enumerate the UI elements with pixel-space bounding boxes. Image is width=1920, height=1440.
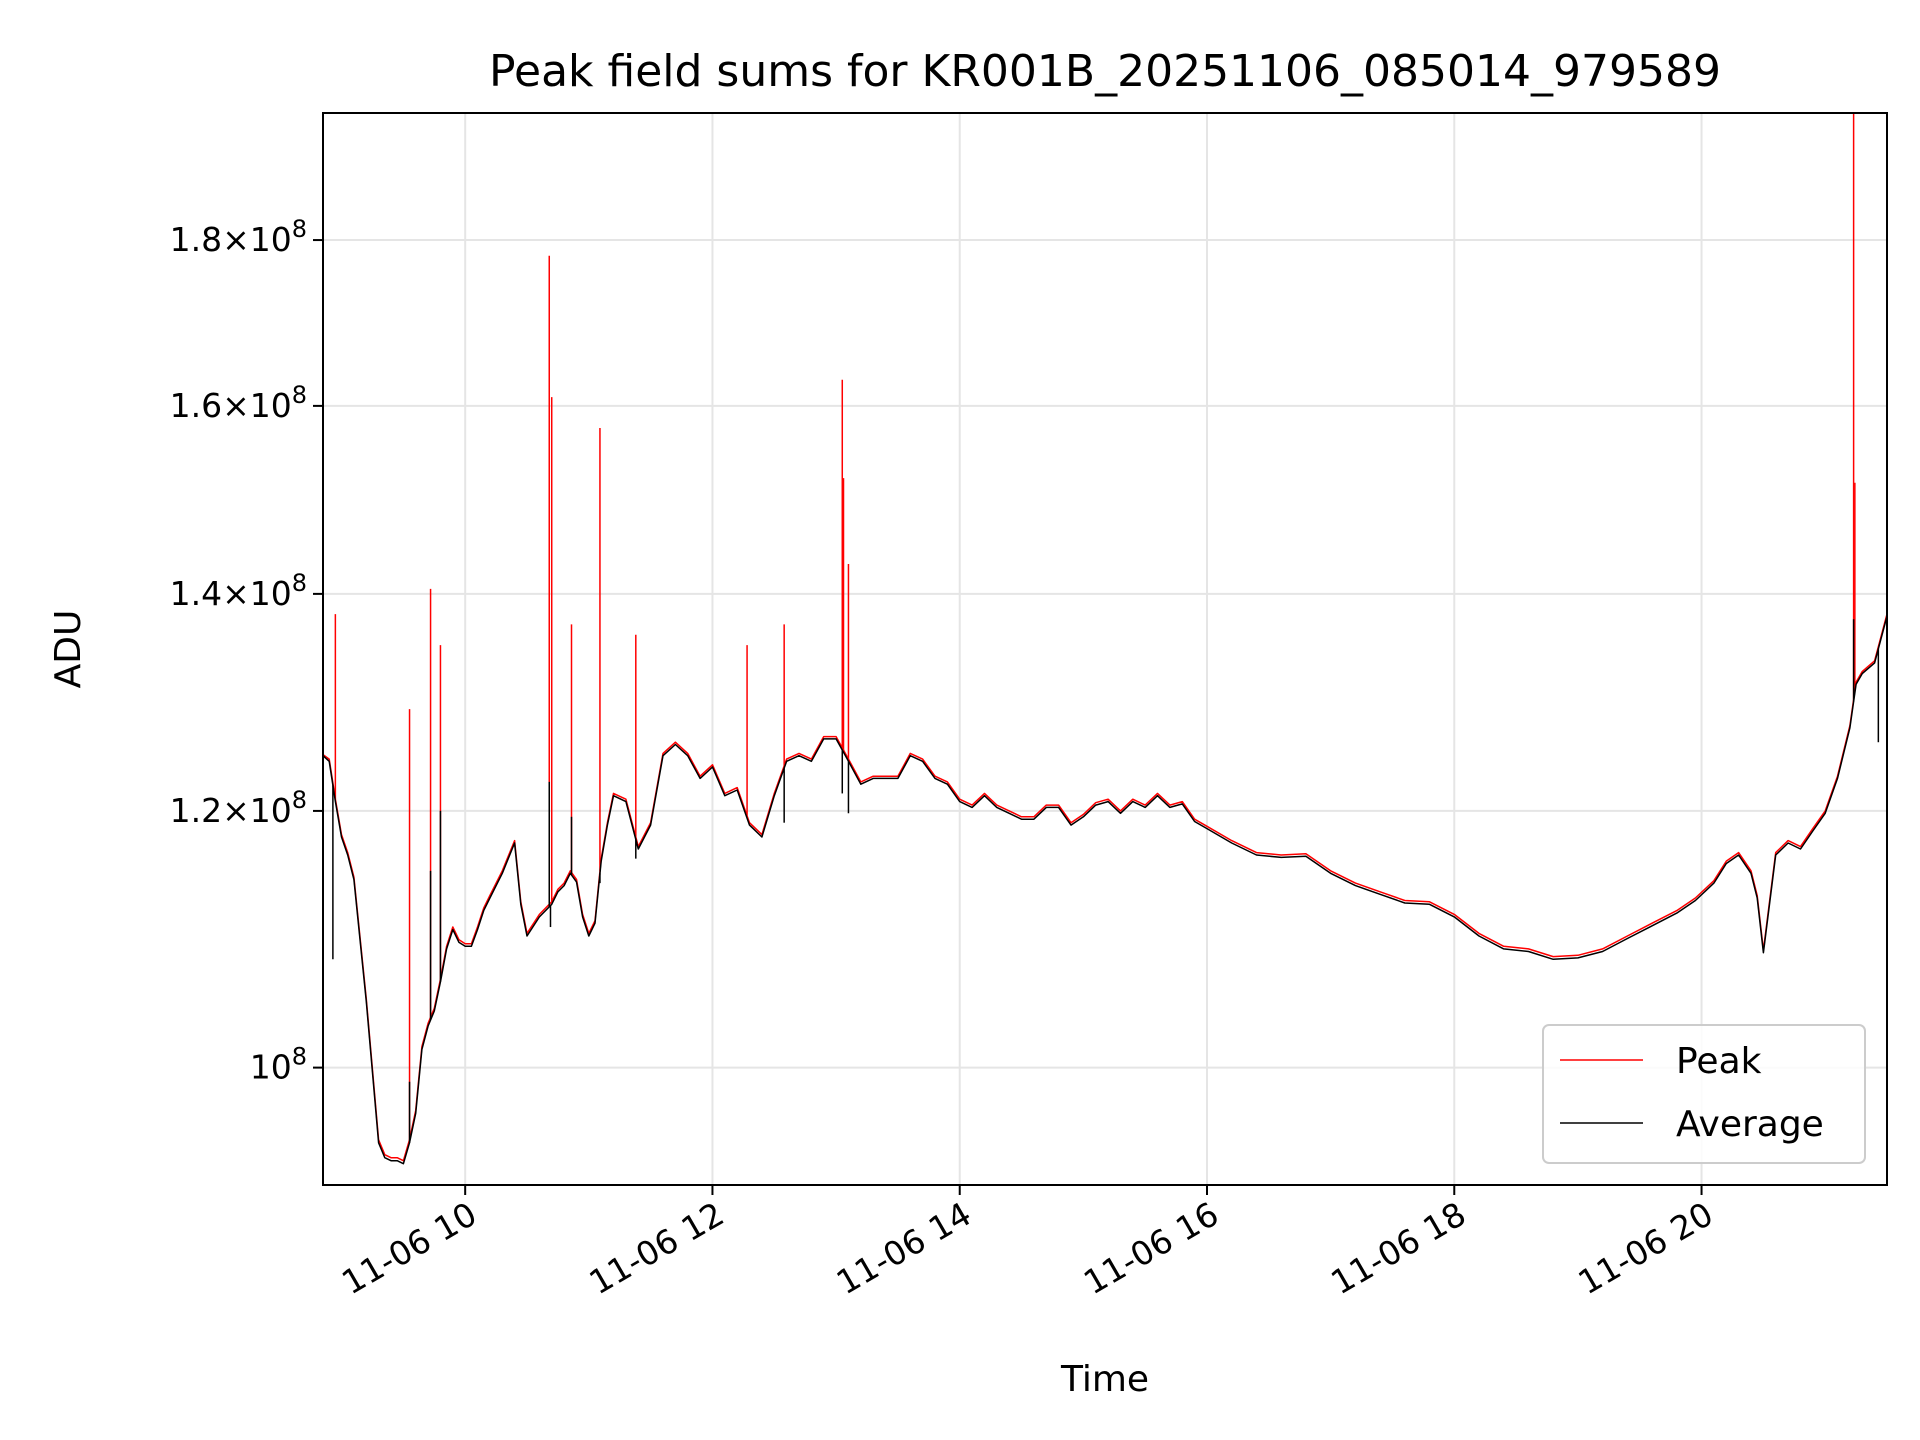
y-tick-times: × bbox=[222, 791, 250, 830]
y-tick-label: 1.8×108 bbox=[170, 215, 307, 259]
chart-title: Peak field sums for KR001B_20251106_0850… bbox=[489, 46, 1721, 97]
y-tick-mantissa: 1.6 bbox=[170, 386, 222, 425]
series-average bbox=[323, 616, 1887, 1165]
y-tick-base: 10 bbox=[250, 791, 292, 830]
y-tick-times: × bbox=[222, 386, 250, 425]
series-layer bbox=[323, 113, 1887, 1165]
y-axis-label: ADU bbox=[48, 610, 89, 689]
grid bbox=[323, 113, 1887, 1185]
legend-label-average: Average bbox=[1676, 1104, 1824, 1145]
x-axis-label: Time bbox=[1060, 1359, 1149, 1400]
series-line-peak bbox=[323, 613, 1887, 1162]
y-tick-label: 1.2×108 bbox=[170, 786, 307, 830]
series-peak bbox=[323, 113, 1887, 1162]
y-tick-exponent: 8 bbox=[292, 381, 307, 409]
y-tick-base: 10 bbox=[250, 386, 292, 425]
plot-frame bbox=[322, 112, 1888, 1186]
y-tick-exponent: 8 bbox=[292, 569, 307, 597]
y-tick-label: 108 bbox=[250, 1043, 307, 1087]
y-tick-times: × bbox=[222, 220, 250, 259]
y-tick-mantissa: 1.2 bbox=[170, 791, 222, 830]
legend-label-peak: Peak bbox=[1676, 1041, 1762, 1082]
legend: Peak Average bbox=[1542, 1024, 1866, 1164]
y-tick-label: 1.6×108 bbox=[170, 381, 307, 425]
y-tick-exponent: 8 bbox=[292, 215, 307, 243]
y-tick-exponent: 8 bbox=[292, 786, 307, 814]
y-tick-exponent: 8 bbox=[292, 1043, 307, 1071]
y-tick-mantissa: 1.4 bbox=[170, 574, 222, 613]
y-tick-times: × bbox=[222, 574, 250, 613]
y-tick-mantissa: 1.8 bbox=[170, 220, 222, 259]
y-tick-label: 1.4×108 bbox=[170, 569, 307, 613]
series-line-average bbox=[323, 616, 1887, 1165]
y-tick-base: 10 bbox=[250, 1048, 292, 1087]
y-tick-base: 10 bbox=[250, 220, 292, 259]
y-tick-base: 10 bbox=[250, 574, 292, 613]
